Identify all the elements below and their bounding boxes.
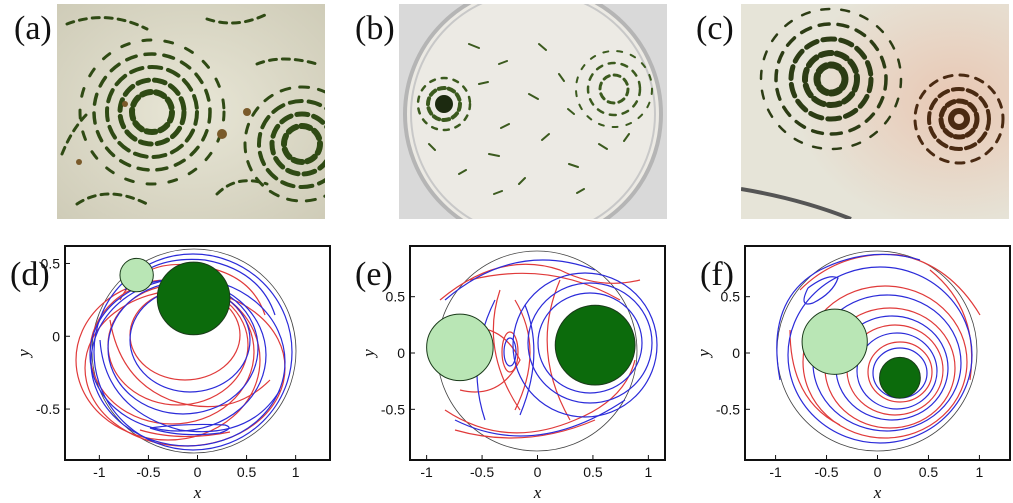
x-tick-label-e: -0.5 xyxy=(470,464,494,480)
x-tick-label-e: 0 xyxy=(534,464,542,480)
panel-label-a: (a) xyxy=(14,10,52,47)
dark-vortex-circle-f xyxy=(879,356,921,399)
x-axis-label-e: x xyxy=(533,483,542,502)
photo-c xyxy=(741,4,1009,219)
light-vortex-circle-e xyxy=(426,313,494,382)
x-tick-label-f: 0.5 xyxy=(919,464,939,480)
dark-vortex-circle-d xyxy=(156,261,231,336)
y-tick-label-e: -0.5 xyxy=(381,401,405,417)
x-tick-label-d: -0.5 xyxy=(136,464,160,480)
x-tick-label-d: 0.5 xyxy=(237,464,257,480)
x-tick-label-d: -1 xyxy=(93,464,106,480)
streamlines-red-e xyxy=(439,263,641,439)
y-tick-label-d: -0.5 xyxy=(36,401,60,417)
panel-e: (e) xyxy=(355,245,666,502)
x-tick-label-e: 1 xyxy=(644,464,652,480)
y-tick-label-f: 0.5 xyxy=(721,289,741,305)
panel-f: (f) -1 -0.5 0 0.5 1 xyxy=(694,245,1011,502)
y-tick-label-e: 0 xyxy=(397,345,405,361)
x-axis-label-d: x xyxy=(193,483,202,502)
light-vortex-circle-f xyxy=(801,308,868,375)
x-axis-label-f: x xyxy=(873,483,882,502)
y-tick-label-d: 0.5 xyxy=(41,255,61,271)
x-tick-label-f: -0.5 xyxy=(814,464,838,480)
y-tick-label-e: 0.5 xyxy=(386,289,406,305)
y-axis-label-e: y xyxy=(359,349,378,359)
panel-label-c: (c) xyxy=(696,10,734,47)
panel-d: (d) xyxy=(10,245,331,502)
x-tick-label-d: 0 xyxy=(194,464,202,480)
y-tick-label-f: 0 xyxy=(732,345,740,361)
panel-label-b: (b) xyxy=(355,10,395,47)
y-axis-label-f: y xyxy=(694,349,713,359)
x-tick-label-e: -1 xyxy=(420,464,433,480)
panel-label-f: (f) xyxy=(700,256,734,293)
x-tick-label-d: 1 xyxy=(292,464,300,480)
photo-b xyxy=(399,4,667,219)
axes-frame-f xyxy=(744,245,1011,461)
panel-label-e: (e) xyxy=(355,256,393,293)
x-tick-label-f: 0 xyxy=(874,464,882,480)
y-tick-label-d: 0 xyxy=(52,328,60,344)
panel-label-d: (d) xyxy=(10,256,50,293)
photo-a xyxy=(57,4,325,219)
light-vortex-circle-d xyxy=(119,257,154,293)
x-tick-label-f: 1 xyxy=(976,464,984,480)
x-tick-label-e: 0.5 xyxy=(583,464,603,480)
x-tick-label-f: -1 xyxy=(769,464,782,480)
y-axis-label-d: y xyxy=(14,349,33,359)
dark-vortex-circle-e xyxy=(554,304,636,386)
y-tick-label-f: -0.5 xyxy=(716,401,740,417)
